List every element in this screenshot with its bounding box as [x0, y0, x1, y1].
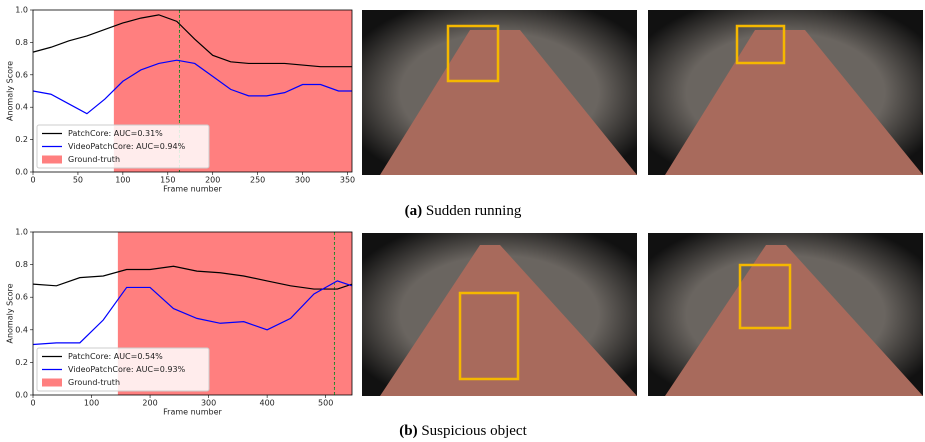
x-tick-label: 500: [318, 399, 333, 408]
x-tick-label: 400: [259, 399, 274, 408]
y-tick-label: 0.8: [15, 38, 28, 47]
caption: (a) Sudden running: [405, 203, 522, 219]
y-tick-label: 0.4: [15, 103, 28, 112]
y-tick-label: 0.4: [15, 325, 28, 334]
frame: [362, 10, 637, 175]
legend-label: PatchCore: AUC=0.54%: [68, 352, 163, 361]
frame: [362, 233, 637, 396]
y-tick-label: 0.6: [15, 70, 28, 79]
legend-label: VideoPatchCore: AUC=0.94%: [68, 142, 186, 151]
y-axis-label: Anomaly Score: [6, 61, 15, 121]
x-tick-label: 300: [201, 399, 216, 408]
y-tick-label: 0.8: [15, 260, 28, 269]
chart: 0 50 100 150 200 250 300 350 0.0 0.2 0.4 0.6 0.8 1.0 F…: [6, 6, 356, 194]
x-axis-label: Frame number: [163, 185, 222, 194]
y-tick-label: 0.2: [15, 135, 28, 144]
x-tick-label: 0: [30, 176, 35, 185]
y-axis-label: Anomaly Score: [6, 283, 15, 343]
series-line: [32, 14, 352, 68]
series-line: [32, 280, 353, 346]
legend-label: Ground-truth: [68, 378, 120, 387]
x-tick-label: 0: [30, 399, 35, 408]
caption-label: (b): [399, 423, 417, 439]
legend-swatch: [42, 378, 62, 387]
legend-box: [36, 347, 210, 392]
y-tick-label: 1.0: [15, 6, 28, 15]
legend-label: VideoPatchCore: AUC=0.93%: [68, 365, 186, 374]
legend-box: [36, 124, 210, 169]
caption-text: Suspicious object: [421, 423, 527, 439]
video-frames: [362, 10, 923, 396]
x-tick-label: 200: [142, 399, 157, 408]
x-tick-label: 300: [295, 176, 310, 185]
y-tick-label: 0.6: [15, 293, 28, 302]
y-tick-label: 1.0: [15, 228, 28, 237]
chart: 0 100 200 300 400 500 0.0 0.2 0.4 0.6 0.8 1.0 Frame …: [6, 228, 353, 417]
series-line: [32, 265, 353, 290]
y-tick-label: 0.2: [15, 358, 28, 367]
caption-text: Sudden running: [426, 203, 522, 219]
x-tick-label: 350: [340, 176, 355, 185]
frame: [648, 233, 923, 396]
series-line: [32, 59, 352, 115]
legend-label: PatchCore: AUC=0.31%: [68, 129, 163, 138]
y-tick-label: 0.0: [15, 391, 28, 400]
x-tick-label: 100: [84, 399, 99, 408]
plot-frame: [32, 231, 353, 396]
x-tick-label: 250: [250, 176, 265, 185]
x-tick-label: 50: [73, 176, 83, 185]
x-axis-label: Frame number: [163, 408, 222, 417]
legend-swatch: [42, 155, 62, 164]
x-tick-label: 200: [205, 176, 220, 185]
caption-label: (a): [405, 203, 423, 219]
plot-frame: [32, 9, 353, 173]
x-tick-label: 150: [160, 176, 175, 185]
y-tick-label: 0.0: [15, 168, 28, 177]
caption: (b) Suspicious object: [399, 423, 527, 439]
legend-label: Ground-truth: [68, 155, 120, 164]
x-tick-label: 100: [115, 176, 130, 185]
frame: [648, 10, 923, 175]
